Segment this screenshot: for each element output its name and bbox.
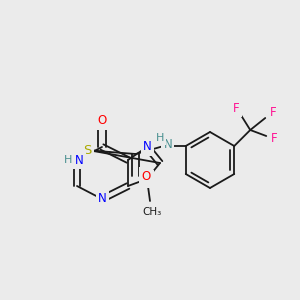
Text: N: N <box>142 172 152 185</box>
Text: O: O <box>98 115 106 128</box>
Text: F: F <box>271 131 278 145</box>
Text: O: O <box>98 115 106 128</box>
Text: S: S <box>84 143 92 157</box>
Text: N: N <box>98 193 106 206</box>
Text: H: H <box>61 154 69 164</box>
Text: N: N <box>70 154 78 166</box>
Text: N: N <box>164 137 172 151</box>
Text: N: N <box>142 140 152 154</box>
Text: F: F <box>233 101 240 115</box>
Text: N: N <box>142 172 152 185</box>
Text: S: S <box>84 143 92 157</box>
Text: N: N <box>98 193 106 206</box>
Text: F: F <box>270 106 277 118</box>
Text: H: H <box>64 155 72 165</box>
Text: N: N <box>142 140 152 154</box>
Text: N: N <box>75 154 83 166</box>
Text: H: H <box>63 155 71 165</box>
Text: N: N <box>164 137 172 151</box>
Text: CH₃: CH₃ <box>142 207 162 217</box>
Text: CH₃: CH₃ <box>142 206 162 216</box>
Text: F: F <box>233 101 240 115</box>
Text: H: H <box>156 133 164 143</box>
Text: F: F <box>270 106 277 118</box>
Text: F: F <box>271 131 278 145</box>
Text: H: H <box>156 133 164 143</box>
Text: N: N <box>74 154 82 166</box>
Text: O: O <box>141 169 150 182</box>
Text: O: O <box>141 169 150 182</box>
